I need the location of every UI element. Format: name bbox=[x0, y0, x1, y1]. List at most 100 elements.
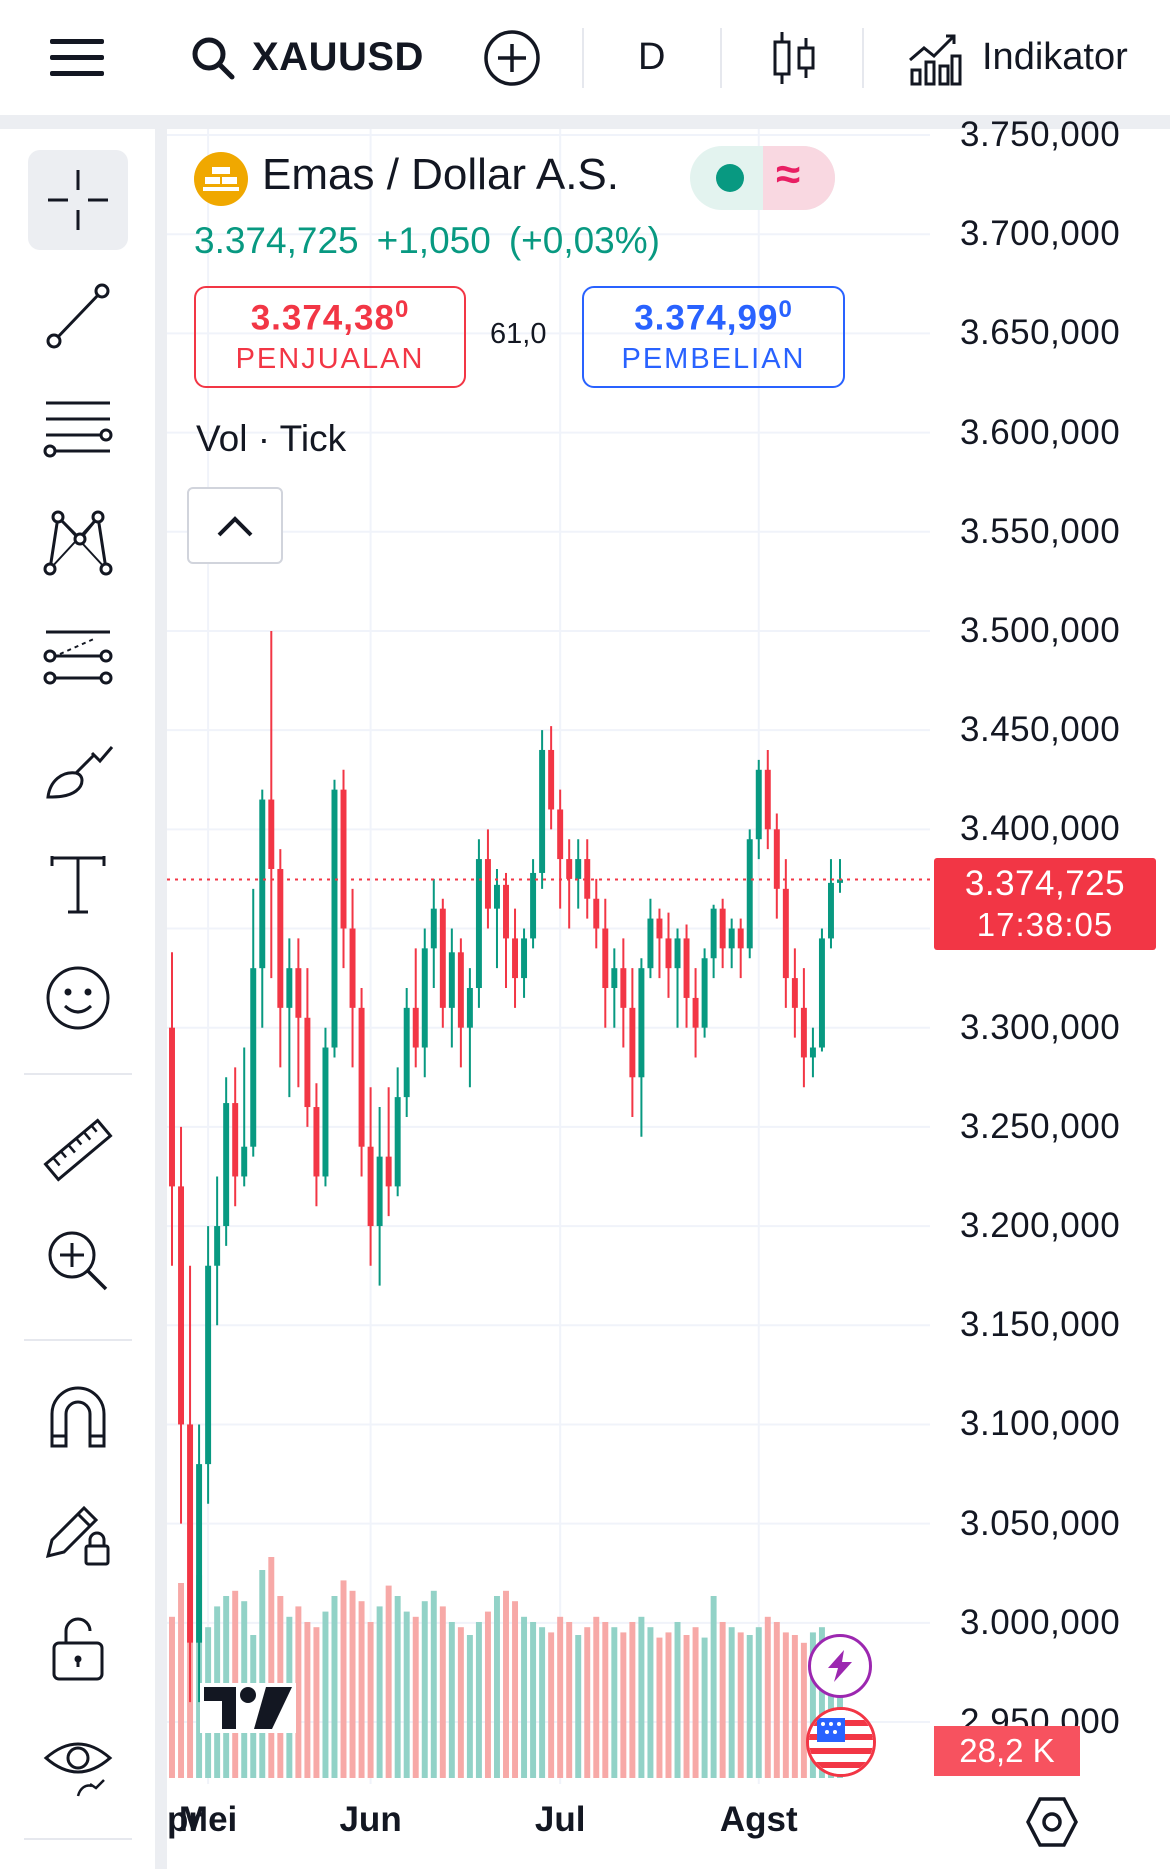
candle-body bbox=[214, 1226, 221, 1266]
lock-all-tool[interactable] bbox=[28, 1597, 128, 1697]
candle-body bbox=[277, 868, 284, 1008]
price-axis-label: 3.000,000 bbox=[960, 1602, 1121, 1642]
crosshair-icon bbox=[48, 170, 108, 230]
candle-body bbox=[349, 928, 356, 1008]
zoom-in-tool[interactable] bbox=[28, 1211, 128, 1311]
price-change-line: 3.374,725 +1,050 (+0,03%) bbox=[194, 220, 678, 262]
chart-type-button[interactable] bbox=[770, 0, 818, 115]
volume-bar bbox=[548, 1632, 555, 1778]
candle-body bbox=[782, 888, 789, 979]
volume-bar bbox=[539, 1627, 546, 1778]
candle-body bbox=[611, 968, 618, 989]
hide-drawings-tool[interactable] bbox=[28, 1712, 128, 1812]
market-status-pill[interactable]: ≈ bbox=[690, 146, 835, 210]
measure-tool[interactable] bbox=[28, 1100, 128, 1200]
price-change: +1,050 bbox=[376, 220, 491, 261]
candle-body bbox=[448, 952, 455, 1008]
zoom-in-icon bbox=[48, 1231, 108, 1291]
toolbar-divider bbox=[720, 28, 722, 88]
sell-button[interactable]: 3.374,380 PENJUALAN bbox=[194, 286, 466, 388]
volume-bar bbox=[701, 1637, 708, 1778]
candle-body bbox=[286, 968, 293, 1008]
candle-body bbox=[475, 859, 482, 989]
candle-body bbox=[809, 1047, 816, 1058]
volume-bar bbox=[719, 1622, 726, 1778]
candle-body bbox=[548, 749, 555, 810]
candle-body bbox=[620, 968, 627, 1008]
candle-body bbox=[376, 1156, 383, 1227]
candle-body bbox=[268, 799, 275, 869]
volume-bar bbox=[340, 1580, 347, 1778]
gold-symbol-icon bbox=[194, 152, 248, 206]
candlestick-icon bbox=[773, 31, 815, 84]
brush-icon bbox=[46, 746, 114, 799]
time-axis-label: Mei bbox=[178, 1800, 238, 1839]
quick-trade-button[interactable] bbox=[808, 1634, 872, 1698]
volume-bar bbox=[457, 1627, 464, 1778]
symbol-search-button[interactable]: XAUUSD bbox=[190, 0, 424, 115]
price-axis-label: 3.300,000 bbox=[960, 1007, 1121, 1047]
pattern-tool[interactable] bbox=[28, 491, 128, 591]
volume-bar bbox=[349, 1590, 356, 1778]
candle-body bbox=[358, 1007, 365, 1147]
magnet-tool[interactable] bbox=[28, 1368, 128, 1468]
trend-line-tool[interactable] bbox=[28, 265, 128, 365]
volume-bar bbox=[647, 1627, 654, 1778]
buy-price: 3.374,99 bbox=[634, 298, 779, 338]
sell-price: 3.374,38 bbox=[250, 298, 395, 338]
volume-bar bbox=[665, 1632, 672, 1778]
emoji-tool[interactable] bbox=[28, 948, 128, 1048]
brush-tool[interactable] bbox=[28, 721, 128, 821]
drawing-toolbar bbox=[0, 129, 155, 1869]
forecast-tool[interactable] bbox=[28, 608, 128, 708]
volume-bar bbox=[367, 1622, 374, 1778]
fib-retracement-tool[interactable] bbox=[28, 379, 128, 479]
compare-symbol-button[interactable] bbox=[482, 0, 542, 115]
buy-button[interactable]: 3.374,990 PEMBELIAN bbox=[582, 286, 845, 388]
economic-calendar-button[interactable] bbox=[806, 1707, 876, 1777]
volume-bar bbox=[710, 1596, 717, 1778]
eye-icon bbox=[43, 1742, 113, 1797]
text-tool[interactable] bbox=[28, 834, 128, 934]
volume-tag: 28,2 K bbox=[934, 1726, 1080, 1776]
symbol-description[interactable]: Emas / Dollar A.S. bbox=[262, 150, 620, 199]
chart-settings-icon[interactable] bbox=[1025, 1795, 1079, 1849]
tradingview-logo[interactable] bbox=[200, 1683, 296, 1733]
volume-indicator-label[interactable]: Vol · Tick bbox=[196, 418, 347, 459]
toolbar-divider bbox=[582, 28, 584, 88]
pencil-lock-icon bbox=[45, 1505, 110, 1566]
candle-body bbox=[773, 829, 780, 889]
price-axis-label: 3.250,000 bbox=[960, 1106, 1121, 1146]
volume-bar bbox=[484, 1611, 491, 1778]
timeframe-button[interactable]: D bbox=[638, 0, 665, 115]
indicators-icon bbox=[909, 34, 962, 85]
candle-body bbox=[512, 938, 519, 979]
candle-body bbox=[439, 908, 446, 1008]
candle-body bbox=[196, 1464, 203, 1643]
lock-drawings-tool[interactable] bbox=[28, 1482, 128, 1582]
indicators-button[interactable]: Indikator bbox=[906, 0, 1128, 115]
candle-body bbox=[584, 859, 591, 899]
candle-body bbox=[539, 749, 546, 873]
trend-line-icon bbox=[46, 283, 110, 349]
candle-body bbox=[746, 839, 753, 949]
timeframe-label: D bbox=[638, 36, 666, 78]
candle-body bbox=[755, 769, 762, 840]
candle-body bbox=[503, 884, 509, 939]
candle-body bbox=[304, 1017, 311, 1108]
candle-body bbox=[331, 789, 338, 1048]
price-axis-label: 3.750,000 bbox=[960, 115, 1121, 154]
volume-bar bbox=[521, 1616, 528, 1778]
candle-body bbox=[530, 872, 537, 939]
volume-bar bbox=[169, 1616, 175, 1778]
volume-bar bbox=[503, 1590, 509, 1778]
price-chart[interactable] bbox=[167, 129, 1170, 1869]
collapse-legend-button[interactable] bbox=[187, 487, 283, 564]
volume-bar bbox=[475, 1622, 482, 1778]
volume-bar bbox=[638, 1616, 645, 1778]
candle-body bbox=[484, 859, 491, 909]
menu-icon[interactable] bbox=[48, 0, 106, 115]
crosshair-tool[interactable] bbox=[28, 150, 128, 250]
buy-price-sup: 0 bbox=[778, 296, 793, 323]
volume-bar bbox=[385, 1585, 392, 1778]
